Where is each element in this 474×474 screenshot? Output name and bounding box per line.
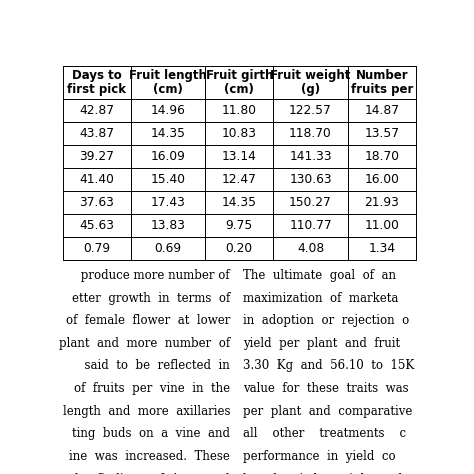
Text: 150.27: 150.27 [289, 196, 332, 209]
Text: 0.79: 0.79 [83, 242, 110, 255]
Text: per  plant  and  comparative: per plant and comparative [243, 405, 412, 418]
Text: fruits per: fruits per [351, 83, 413, 96]
Text: Fruit girth: Fruit girth [206, 69, 273, 82]
Text: 21.93: 21.93 [365, 196, 399, 209]
Text: 141.33: 141.33 [289, 150, 332, 163]
Text: etter  growth  in  terms  of: etter growth in terms of [72, 292, 230, 305]
Text: of  fruits  per  vine  in  the: of fruits per vine in the [74, 382, 230, 395]
Text: 16.09: 16.09 [151, 150, 185, 163]
Text: 13.14: 13.14 [222, 150, 257, 163]
Text: 9.75: 9.75 [226, 219, 253, 232]
Text: Number: Number [356, 69, 408, 82]
Text: value  for  these  traits  was: value for these traits was [243, 382, 409, 395]
Text: 1.34: 1.34 [368, 242, 395, 255]
Text: 16.00: 16.00 [365, 173, 399, 186]
Text: 14.35: 14.35 [150, 127, 185, 140]
Text: 37.63: 37.63 [79, 196, 114, 209]
Text: (cm): (cm) [224, 83, 254, 96]
Text: The  ultimate  goal  of  an: The ultimate goal of an [243, 269, 396, 282]
Text: 43.87: 43.87 [79, 127, 114, 140]
Text: maximization  of  marketa: maximization of marketa [243, 292, 398, 305]
Text: performance  in  yield  co: performance in yield co [243, 450, 395, 463]
Text: 14.96: 14.96 [151, 104, 185, 117]
Text: 122.57: 122.57 [289, 104, 332, 117]
Text: (cm): (cm) [153, 83, 183, 96]
Text: Fruit length: Fruit length [129, 69, 207, 82]
Text: 17.43: 17.43 [151, 196, 185, 209]
Text: plant  and  more  number  of: plant and more number of [59, 337, 230, 350]
Text: he  findings  of  Arun  and: he findings of Arun and [75, 473, 230, 474]
Text: 13.57: 13.57 [365, 127, 399, 140]
Text: 130.63: 130.63 [289, 173, 332, 186]
Text: 41.40: 41.40 [79, 173, 114, 186]
Text: 45.63: 45.63 [79, 219, 114, 232]
Text: ine  was  increased.  These: ine was increased. These [69, 450, 230, 463]
Text: 18.70: 18.70 [365, 150, 399, 163]
Text: said  to  be  reflected  in: said to be reflected in [77, 359, 230, 373]
Text: of  female  flower  at  lower: of female flower at lower [66, 314, 230, 327]
Text: 0.20: 0.20 [226, 242, 253, 255]
Text: produce more number of: produce more number of [77, 269, 230, 282]
Text: length,  girth,  weight  and: length, girth, weight and [243, 473, 402, 474]
Text: 118.70: 118.70 [289, 127, 332, 140]
Text: 4.08: 4.08 [297, 242, 324, 255]
Text: all    other    treatments    c: all other treatments c [243, 428, 406, 440]
Text: 13.83: 13.83 [150, 219, 185, 232]
Text: yield  per  plant  and  fruit: yield per plant and fruit [243, 337, 400, 350]
Text: 14.87: 14.87 [365, 104, 399, 117]
Text: 15.40: 15.40 [150, 173, 185, 186]
Text: (g): (g) [301, 83, 320, 96]
Text: Days to: Days to [72, 69, 122, 82]
Text: 14.35: 14.35 [222, 196, 257, 209]
Text: ting  buds  on  a  vine  and: ting buds on a vine and [72, 428, 230, 440]
Text: 39.27: 39.27 [79, 150, 114, 163]
Text: in  adoption  or  rejection  o: in adoption or rejection o [243, 314, 409, 327]
Text: 110.77: 110.77 [289, 219, 332, 232]
Text: 0.69: 0.69 [155, 242, 182, 255]
Text: 10.83: 10.83 [222, 127, 257, 140]
Text: 3.30  Kg  and  56.10  to  15K: 3.30 Kg and 56.10 to 15K [243, 359, 414, 373]
Text: first pick: first pick [67, 83, 126, 96]
Text: length  and  more  axillaries: length and more axillaries [63, 405, 230, 418]
Text: 12.47: 12.47 [222, 173, 257, 186]
Text: Fruit weight: Fruit weight [270, 69, 351, 82]
Text: 42.87: 42.87 [79, 104, 114, 117]
Text: 11.80: 11.80 [222, 104, 257, 117]
Text: 11.00: 11.00 [365, 219, 399, 232]
